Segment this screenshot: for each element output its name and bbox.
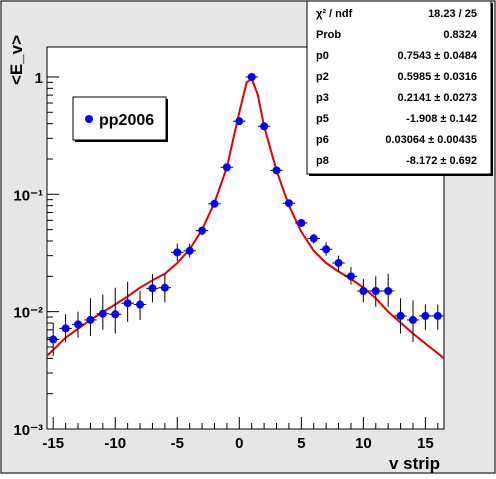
legend: pp2006	[72, 96, 168, 142]
axis-ticks	[47, 76, 439, 430]
data-point	[49, 335, 58, 344]
legend-shadow-bottom	[75, 140, 168, 142]
data-point	[198, 226, 207, 235]
data-point	[384, 286, 393, 295]
fit-curve-line	[46, 77, 445, 360]
x-tick-label: -5	[171, 435, 184, 452]
x-tick-label: -10	[104, 435, 126, 452]
data-point	[260, 122, 269, 131]
data-point	[247, 72, 256, 81]
data-point	[111, 310, 120, 319]
data-point	[334, 258, 343, 267]
data-points-group	[47, 72, 444, 356]
data-point	[297, 218, 306, 227]
data-point	[408, 315, 417, 324]
stats-row-label: p0	[316, 50, 329, 62]
stats-row-value: 0.03064 ± 0.00435	[385, 134, 477, 146]
stats-box: χ² / ndf 18.23 / 25 Prob 0.8324 p0 0.7543 ± 0…	[306, 0, 493, 176]
stats-row-label: p3	[316, 92, 329, 104]
fit-curve-group	[46, 77, 445, 360]
x-tick-label: 0	[235, 435, 243, 452]
data-point	[346, 272, 355, 281]
data-point	[148, 284, 157, 293]
data-point	[284, 199, 293, 208]
stats-row-value: -8.172 ± 0.692	[406, 155, 477, 167]
y-tick-label: 10⁻³	[13, 422, 43, 439]
x-axis-label: v strip	[389, 454, 440, 473]
data-point	[272, 166, 281, 175]
stats-row-label: p8	[316, 155, 329, 167]
data-point	[396, 311, 405, 320]
x-tick-label: 10	[355, 435, 372, 452]
stats-row-value: 0.7543 ± 0.0484	[398, 50, 478, 62]
data-point	[173, 248, 182, 257]
x-tick-label: -15	[42, 435, 64, 452]
stats-panel	[306, 0, 492, 175]
x-tick-label: 15	[417, 435, 434, 452]
stats-row-label: p5	[316, 113, 329, 125]
y-tick-label: 1	[35, 70, 43, 87]
stats-row-value: 0.8324	[443, 29, 478, 41]
data-point	[86, 315, 95, 324]
stats-row-value: 0.2141 ± 0.0273	[398, 92, 477, 104]
data-point	[61, 324, 70, 333]
data-point	[123, 299, 132, 308]
stats-row-label: p6	[316, 134, 329, 146]
data-point	[222, 163, 231, 172]
data-point	[433, 311, 442, 320]
data-point	[98, 309, 107, 318]
y-tick-label: 10⁻²	[13, 305, 43, 322]
data-point	[160, 283, 169, 292]
y-tick-label: 10⁻¹	[13, 187, 43, 204]
data-point	[371, 286, 380, 295]
axis-tick-labels: -15 -10 -5 0 5 10 15 10⁻³ 10⁻² 10⁻¹ 1	[13, 70, 433, 452]
data-point	[309, 234, 318, 243]
data-point	[185, 246, 194, 255]
data-point	[136, 300, 145, 309]
legend-marker	[85, 115, 93, 123]
x-tick-label: 5	[297, 435, 305, 452]
stats-row-value: -1.908 ± 0.142	[406, 113, 477, 125]
stats-row-value: 0.5985 ± 0.0316	[398, 71, 477, 83]
stats-rows: χ² / ndf 18.23 / 25 Prob 0.8324 p0 0.7543 ± 0…	[316, 8, 478, 167]
data-point	[74, 320, 83, 329]
stats-row-label: p2	[316, 71, 329, 83]
legend-shadow	[166, 99, 168, 142]
stats-row-label: χ² / ndf	[316, 8, 353, 20]
data-point	[421, 311, 430, 320]
data-point	[359, 286, 368, 295]
stats-row-label: Prob	[316, 29, 341, 41]
legend-label: pp2006	[99, 112, 154, 129]
data-point	[235, 117, 244, 126]
stats-row-value: 18.23 / 25	[428, 8, 477, 20]
y-axis-label: <E_v>	[7, 35, 26, 85]
data-point	[322, 245, 331, 254]
data-point	[210, 199, 219, 208]
